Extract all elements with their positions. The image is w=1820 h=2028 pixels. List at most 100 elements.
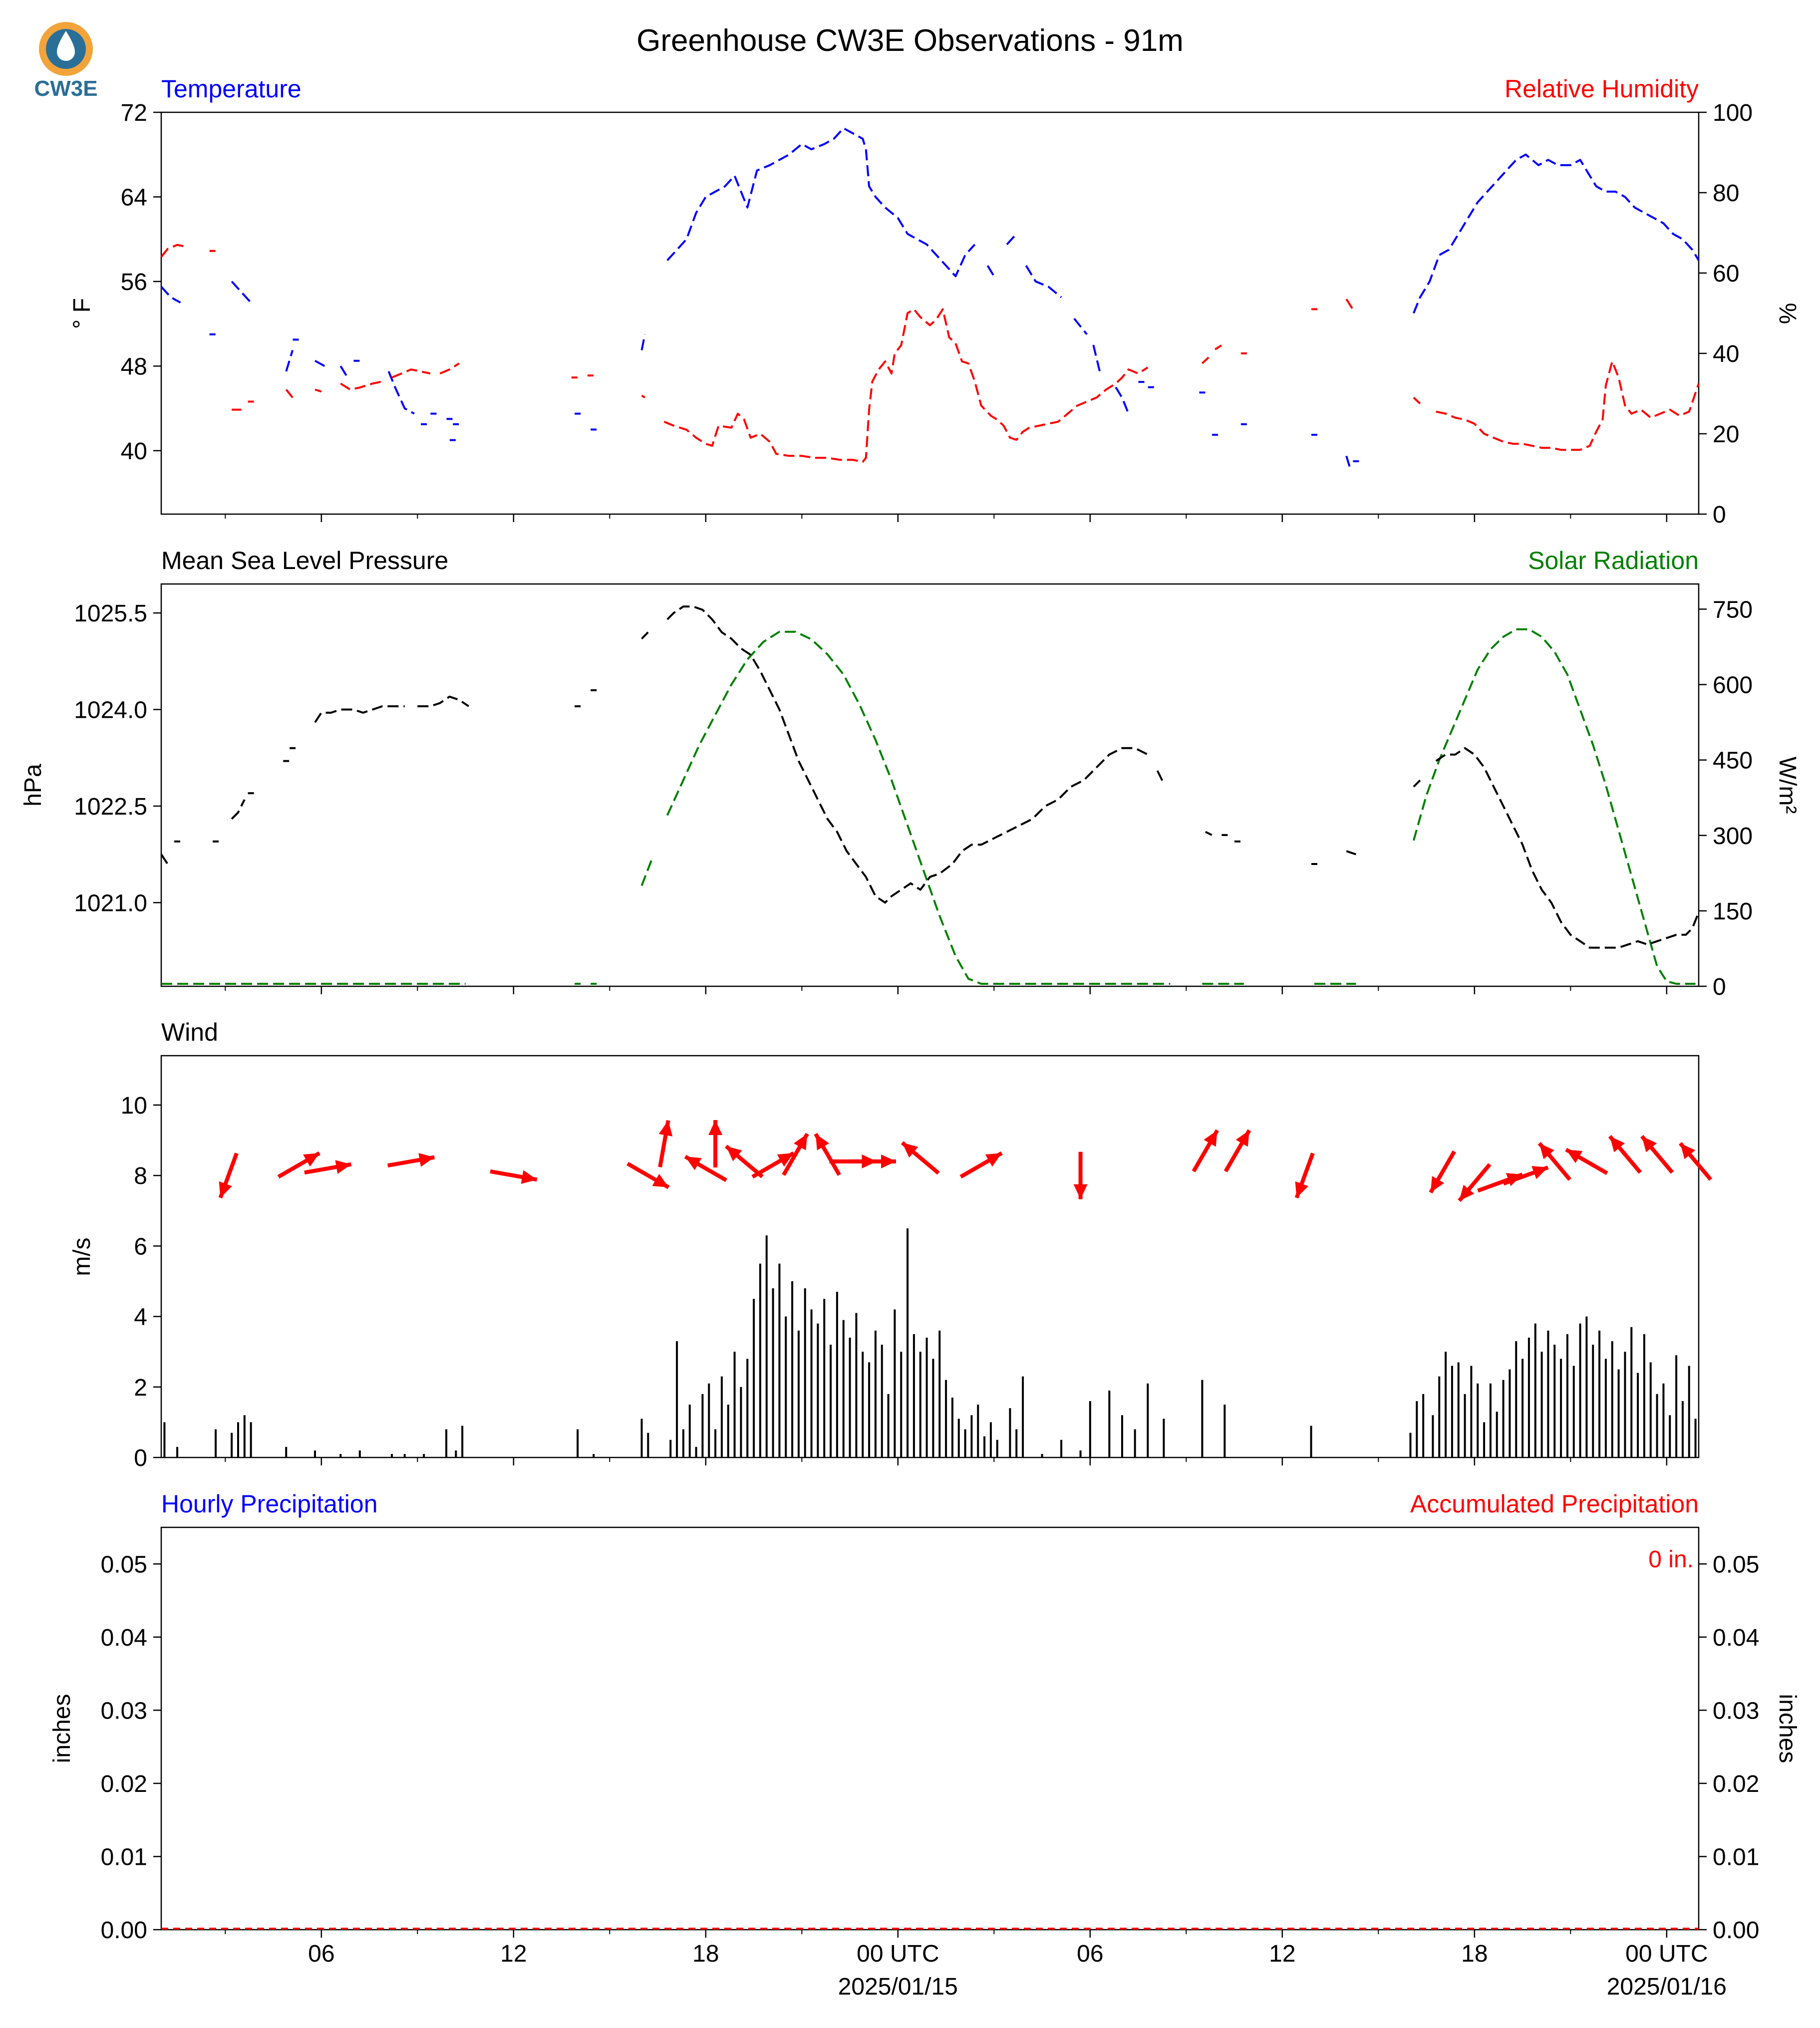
wind-arrow-head <box>1295 1181 1308 1198</box>
humidity-label: Relative Humidity <box>1505 75 1699 103</box>
panel-precipitation: 0.00 0.01 0.02 0.03 0.04 0.05 0.00 0.01 0.02 0.03… <box>49 1490 1801 2000</box>
plot-frame <box>160 111 1700 515</box>
solar-label: Solar Radiation <box>1528 547 1699 575</box>
y-tick-label-right: 0.00 <box>1713 1917 1759 1944</box>
wind-arrow <box>1223 1129 1251 1172</box>
y-tick-label-right: 0 <box>1713 974 1726 1000</box>
wind-arrow <box>1429 1150 1456 1194</box>
y-axis-label-left: inches <box>49 1694 75 1763</box>
logo-text: CW3E <box>34 76 97 101</box>
y-tick-label-right: 20 <box>1713 421 1739 448</box>
series-line <box>1345 298 1354 310</box>
plot-frame <box>160 583 1700 987</box>
wind-arrow-head <box>777 1153 794 1167</box>
wind-arrow-head <box>652 1173 669 1187</box>
wind-arrow-head <box>658 1120 673 1137</box>
wind-arrow <box>1608 1135 1642 1174</box>
x-tick-label: 12 <box>500 1941 527 1967</box>
y-tick-label-right: 80 <box>1713 180 1739 207</box>
y-tick-label-left: 2 <box>134 1375 147 1401</box>
wind-arrow <box>1073 1152 1088 1199</box>
wind-arrow <box>849 1154 896 1168</box>
pressure-label: Mean Sea Level Pressure <box>161 547 448 575</box>
y-tick-label-left: 4 <box>134 1304 147 1331</box>
series-line <box>160 244 187 258</box>
series-line <box>1073 317 1088 335</box>
wind-arrow-head <box>303 1153 320 1167</box>
wind-arrow <box>626 1161 670 1189</box>
wind-label: Wind <box>161 1018 218 1046</box>
y-tick-label-right: 750 <box>1713 596 1753 623</box>
x-tick-label: 18 <box>1461 1941 1488 1967</box>
accumulated-precip-label: Accumulated Precipitation <box>1410 1490 1699 1518</box>
wind-arrow <box>1678 1142 1713 1181</box>
x-date-label: 2025/01/16 <box>1607 1974 1727 2000</box>
x-tick-label: 06 <box>1077 1941 1103 1967</box>
y-axis-label-right: % <box>1774 303 1801 324</box>
wind-arrow <box>1640 1135 1674 1174</box>
wind-arrow <box>959 1151 1003 1179</box>
y-tick-label-right: 300 <box>1713 823 1753 850</box>
wind-arrow-head <box>794 1134 808 1151</box>
wind-arrow <box>751 1151 795 1179</box>
wind-arrow-head <box>1642 1136 1657 1153</box>
series-line <box>314 705 405 723</box>
wind-arrow <box>782 1133 809 1176</box>
panel-temperature-humidity: 40 48 56 64 72 0 20 40 60 80 100 Temperature Relativ… <box>69 75 1801 528</box>
wind-arrow-head <box>418 1153 435 1167</box>
accumulated-total: 0 in. <box>1648 1546 1694 1573</box>
series-line <box>1413 153 1700 314</box>
y-tick-label-left: 64 <box>121 184 147 211</box>
wind-arrow <box>814 1133 841 1176</box>
series-line <box>340 380 383 391</box>
wind-arrow-head <box>1680 1143 1696 1159</box>
series-line <box>1202 356 1210 364</box>
series-line <box>160 286 181 304</box>
series-line <box>417 695 470 707</box>
y-tick-label-left: 0.00 <box>101 1917 147 1944</box>
series-line <box>231 799 246 820</box>
wind-arrow <box>1565 1148 1608 1175</box>
x-tick-label: 00 UTC <box>1625 1941 1708 1967</box>
y-tick-label-right: 60 <box>1713 261 1739 287</box>
wind-arrow <box>277 1151 321 1179</box>
series-line <box>339 365 348 377</box>
y-tick-label-right: 0.04 <box>1713 1625 1759 1651</box>
series-line <box>666 127 976 278</box>
series-line <box>666 630 1171 985</box>
series-line <box>1412 628 1696 985</box>
series-line <box>641 631 649 640</box>
y-tick-label-left: 0.05 <box>101 1551 147 1578</box>
wind-arrow <box>218 1153 239 1199</box>
wind-arrow-head <box>726 1146 742 1161</box>
panel-pressure-solar: 1021.0 1022.5 1024.0 1025.5 0 150 300 450 600 750… <box>20 547 1801 1000</box>
wind-arrow-head <box>685 1157 702 1170</box>
series-line <box>1413 397 1421 405</box>
y-tick-label-right: 150 <box>1713 898 1753 925</box>
wind-arrow-head <box>902 1143 918 1158</box>
series-line <box>640 860 652 886</box>
wind-arrow-head <box>1204 1130 1217 1147</box>
wind-arrow <box>901 1141 940 1175</box>
y-tick-label-right: 0.01 <box>1713 1844 1759 1870</box>
wind-arrow-head <box>985 1153 1002 1167</box>
series-line <box>1436 360 1700 451</box>
wind-arrow <box>658 1120 673 1168</box>
series-line <box>1025 265 1062 298</box>
wind-arrow <box>1192 1129 1219 1172</box>
y-tick-label-left: 0.01 <box>101 1844 147 1870</box>
series-line <box>314 360 325 367</box>
y-tick-label-right: 0.02 <box>1713 1771 1759 1797</box>
y-tick-label-left: 0 <box>134 1445 147 1471</box>
y-axis-label-right: W/m² <box>1774 757 1801 814</box>
y-axis-label-left: m/s <box>69 1237 95 1276</box>
y-tick-label-right: 0.05 <box>1713 1551 1759 1578</box>
wind-arrow-head <box>1531 1165 1548 1179</box>
series-line <box>160 854 169 865</box>
series-line <box>285 389 294 398</box>
wind-arrow-head <box>1073 1184 1088 1199</box>
y-tick-label-left: 0.04 <box>101 1625 147 1651</box>
series-line <box>1006 233 1017 246</box>
x-tick-label: 00 UTC <box>857 1941 939 1967</box>
series-line <box>640 334 646 350</box>
